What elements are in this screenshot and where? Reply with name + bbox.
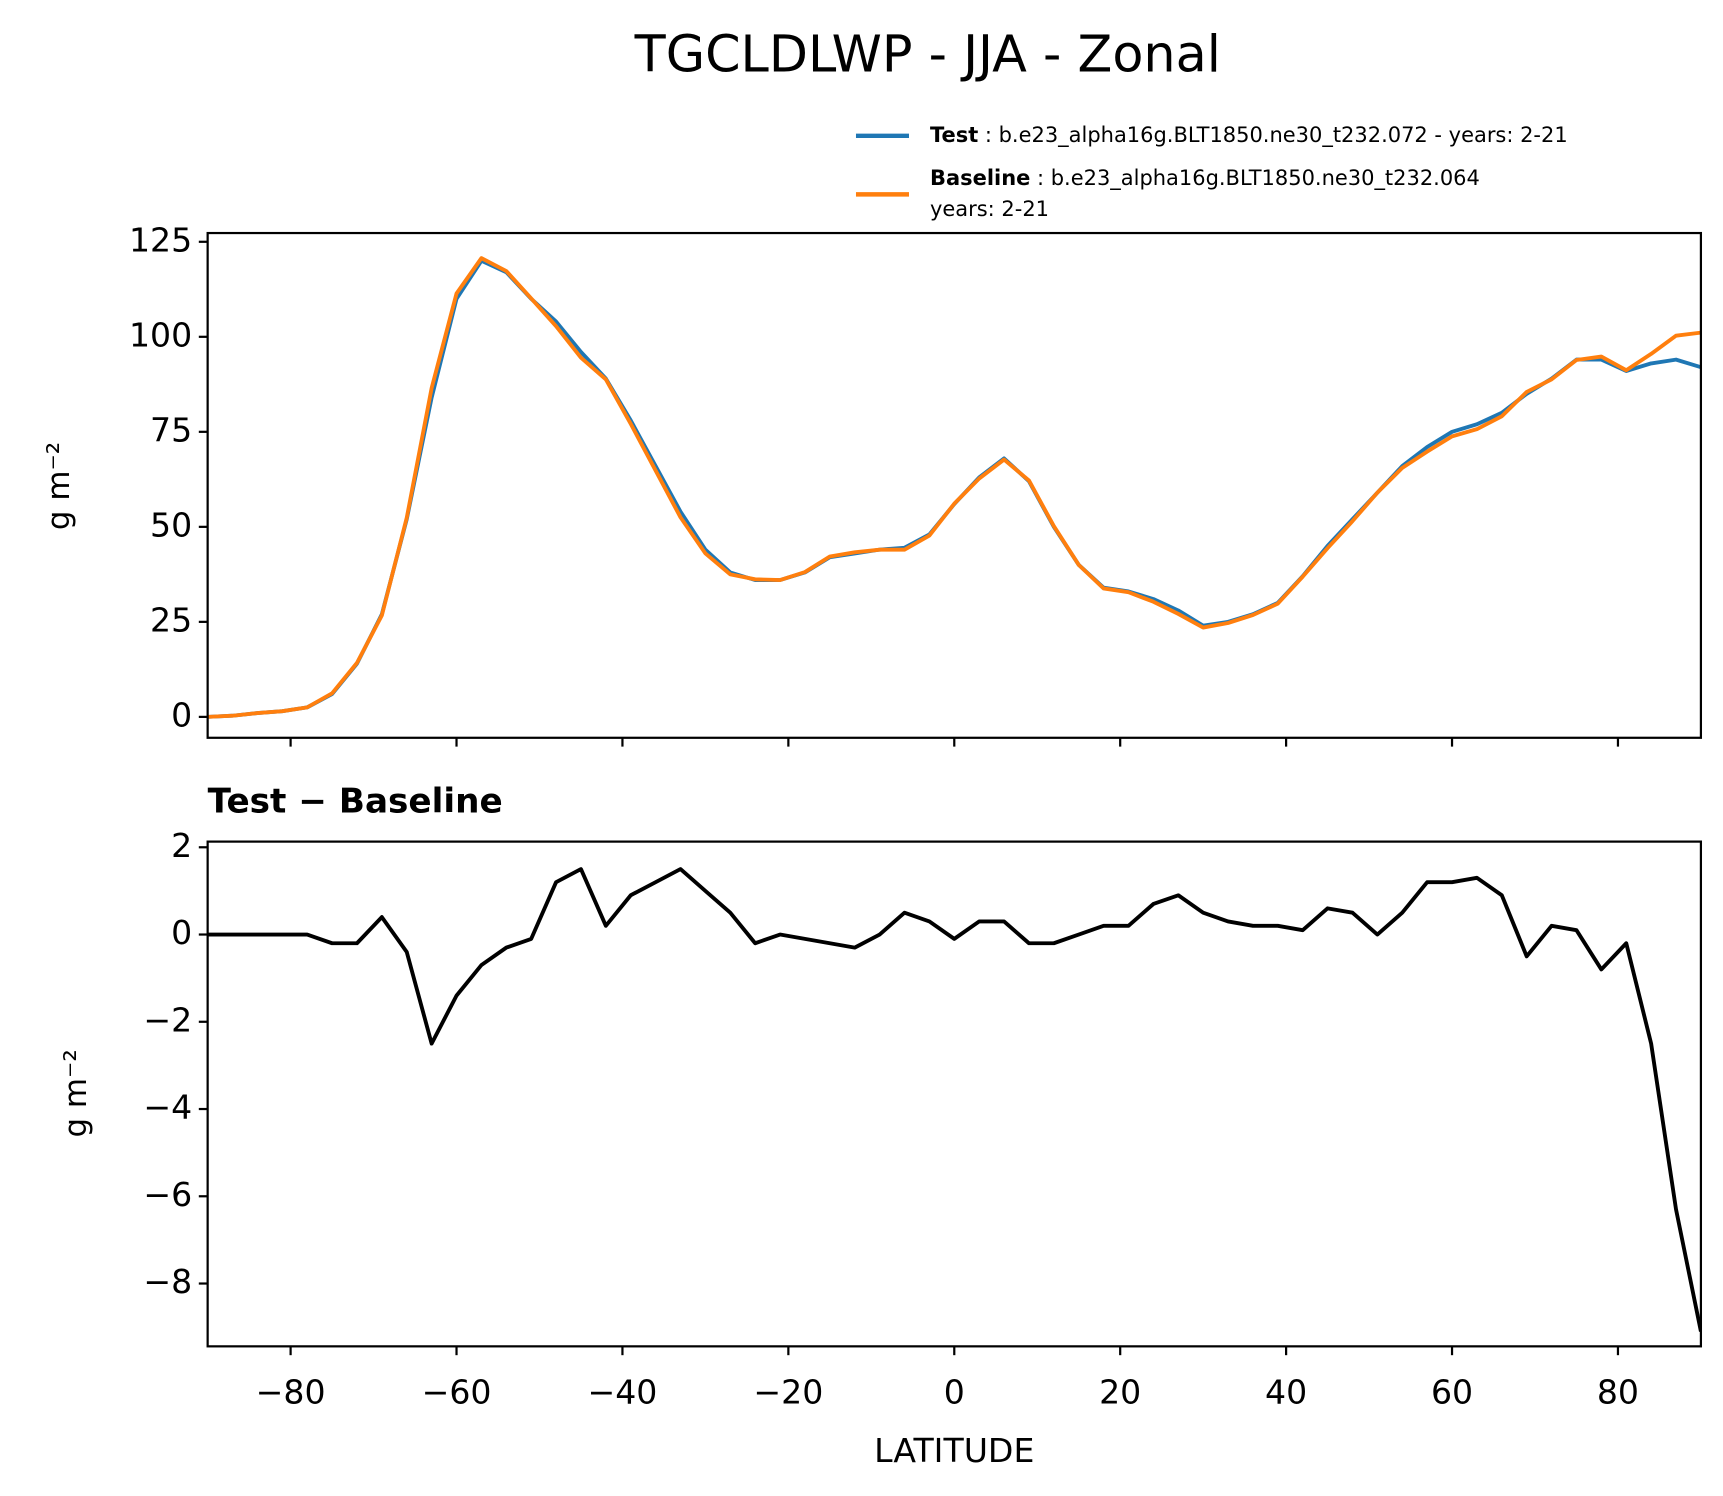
y-tick-label: −8 bbox=[143, 1262, 192, 1301]
plot-frame bbox=[206, 231, 1703, 739]
plot-frame bbox=[206, 840, 1703, 1348]
y-tick-label: 0 bbox=[171, 913, 192, 952]
legend-detail: years: 2-21 bbox=[930, 197, 1049, 221]
chart-title: TGCLDLWP - JJA - Zonal bbox=[634, 24, 1221, 83]
x-tick-label: 40 bbox=[1265, 1372, 1307, 1411]
subplot-title: Test − Baseline bbox=[208, 781, 503, 821]
x-tick-label: 20 bbox=[1099, 1372, 1141, 1411]
y-tick-label: −2 bbox=[143, 1000, 192, 1039]
y-tick-label: 0 bbox=[171, 695, 192, 734]
x-tick-label: −60 bbox=[422, 1372, 492, 1411]
x-tick-label: 60 bbox=[1431, 1372, 1473, 1411]
x-axis-label: LATITUDE bbox=[874, 1431, 1034, 1470]
y-tick-label: 50 bbox=[150, 505, 192, 544]
data-line bbox=[207, 258, 1701, 719]
y-tick-label: 100 bbox=[129, 315, 192, 354]
plot-area bbox=[207, 867, 1701, 1332]
y-axis-label: g m⁻² bbox=[58, 1049, 94, 1137]
data-line bbox=[207, 256, 1701, 719]
plot-area bbox=[207, 256, 1701, 719]
data-line bbox=[207, 867, 1701, 1332]
legend-label: Test : b.e23_alpha16g.BLT1850.ne30_t232.… bbox=[930, 123, 1568, 148]
x-tick-label: 0 bbox=[944, 1372, 965, 1411]
y-tick-label: 2 bbox=[171, 826, 192, 865]
y-tick-label: −4 bbox=[143, 1088, 192, 1127]
y-axis-label: g m⁻² bbox=[41, 442, 77, 530]
y-tick-label: 25 bbox=[150, 600, 192, 639]
x-tick-label: 80 bbox=[1597, 1372, 1639, 1411]
legend-name: Baseline bbox=[930, 166, 1030, 190]
x-tick-label: −40 bbox=[587, 1372, 657, 1411]
legend-label: Baseline : b.e23_alpha16g.BLT1850.ne30_t… bbox=[930, 166, 1480, 191]
legend-detail: : b.e23_alpha16g.BLT1850.ne30_t232.072 -… bbox=[978, 123, 1567, 148]
y-tick-label: 125 bbox=[129, 220, 192, 259]
legend-detail: : b.e23_alpha16g.BLT1850.ne30_t232.064 bbox=[1030, 166, 1480, 191]
y-tick-label: −6 bbox=[143, 1175, 192, 1214]
legend-name: Test bbox=[930, 123, 978, 147]
x-tick-label: −80 bbox=[256, 1372, 326, 1411]
y-tick-label: 75 bbox=[150, 410, 192, 449]
x-tick-label: −20 bbox=[753, 1372, 823, 1411]
